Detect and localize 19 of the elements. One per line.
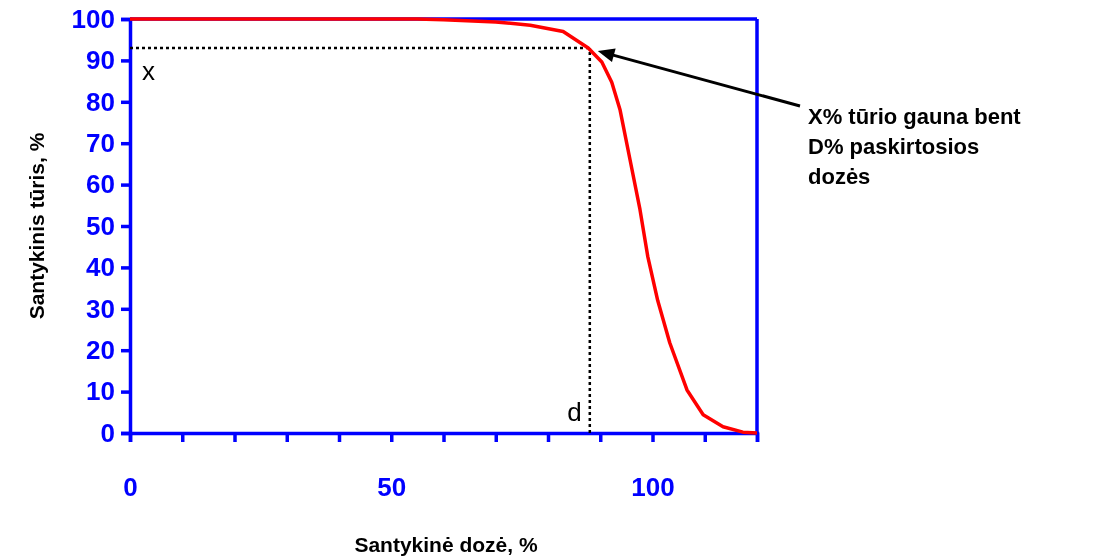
y-tick-label: 20 <box>86 335 115 366</box>
y-tick-label: 30 <box>86 293 115 324</box>
x-tick-label: 100 <box>631 472 675 503</box>
y-tick-label: 40 <box>86 252 115 283</box>
y-axis-title: Santykinis tūris, % <box>25 132 48 320</box>
y-tick-label: 60 <box>86 169 115 200</box>
ref-line-label: x <box>142 55 155 86</box>
y-tick-label: 0 <box>100 417 115 448</box>
y-tick-label: 10 <box>86 376 115 407</box>
ref-line-label: d <box>567 397 582 427</box>
y-tick-label: 90 <box>86 45 115 76</box>
x-tick-label: 0 <box>123 472 138 503</box>
x-tick-label: 50 <box>377 472 407 503</box>
y-tick-label: 70 <box>86 128 115 159</box>
y-tick-label: 100 <box>71 3 115 34</box>
text: X% tūrio gauna bent D% paskirtosios dozės <box>808 104 1022 189</box>
x-axis-title: Santykinė dozė, % <box>354 533 538 556</box>
y-tick-label: 50 <box>86 210 115 241</box>
y-tick-label: 80 <box>86 86 115 117</box>
